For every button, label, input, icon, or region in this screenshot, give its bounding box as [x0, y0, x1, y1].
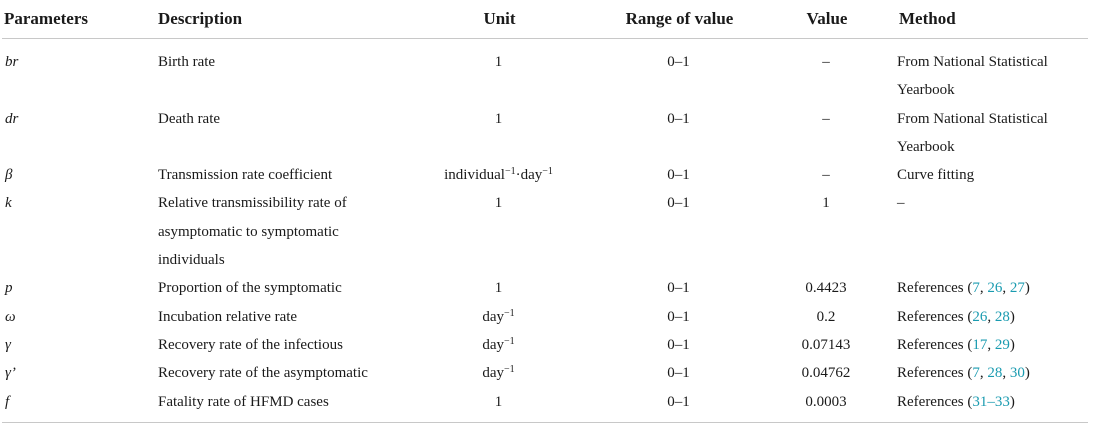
param-cell: γ: [5, 336, 11, 353]
reference-link[interactable]: 29: [994, 336, 1010, 353]
param-cell: β: [5, 167, 13, 184]
reference-link[interactable]: 7: [972, 280, 980, 297]
param-cell: br: [5, 54, 19, 70]
unit-cell: 1: [494, 54, 503, 70]
description-cell: Incubation relative rate: [158, 308, 298, 325]
unit-cell: day−1: [482, 307, 515, 325]
reference-link[interactable]: 26: [987, 280, 1003, 297]
value-cell: 0.2: [816, 308, 836, 325]
method-text: Curve fitting: [897, 167, 975, 184]
param-cell: k: [5, 195, 12, 212]
table-row: dr Death rate 1 0–1 – From National Statistic…: [2, 105, 1088, 162]
header-value: Value: [755, 0, 897, 39]
value-cell: 0.4423: [805, 280, 847, 297]
table-row: br Birth rate 1 0–1 – From National Statistic…: [2, 39, 1088, 105]
range-cell: 0–1: [667, 308, 690, 325]
range-cell: 0–1: [667, 336, 690, 353]
range-cell: 0–1: [667, 110, 690, 127]
reference-link[interactable]: 28: [994, 308, 1010, 325]
description-cell: Relative transmissibility rate of asympt…: [158, 195, 347, 269]
unit-cell: day−1: [482, 335, 515, 353]
reference-link[interactable]: 7: [972, 365, 980, 382]
description-cell: Recovery rate of the infectious: [158, 336, 343, 353]
method-text: References: [897, 393, 964, 410]
param-cell: dr: [5, 110, 19, 127]
header-unit: Unit: [395, 0, 602, 39]
header-description: Description: [152, 0, 395, 39]
unit-cell: 1: [494, 195, 503, 212]
method-cell: References (7, 26, 27): [897, 280, 1030, 297]
header-parameters: Parameters: [2, 0, 152, 39]
description-cell: Proportion of the symptomatic: [158, 280, 342, 297]
reference-link[interactable]: 30: [1009, 365, 1025, 382]
method-cell: References (31–33): [897, 387, 1088, 423]
method-cell: Curve fitting: [897, 161, 1088, 189]
value-cell: –: [822, 167, 830, 184]
method-text: –: [897, 195, 905, 212]
header-range: Range of value: [602, 0, 755, 39]
range-cell: 0–1: [667, 195, 690, 212]
value-cell: –: [822, 110, 830, 127]
method-cell: References (17, 29): [897, 336, 1015, 353]
method-cell: From National Statistical Yearbook: [897, 105, 1088, 162]
value-cell: 0.0003: [755, 387, 897, 423]
method-text: References: [897, 308, 964, 325]
param-cell: p: [5, 280, 13, 297]
description-cell: Fatality rate of HFMD cases: [152, 387, 395, 423]
unit-cell: 1: [494, 280, 503, 297]
param-cell: γ’: [5, 365, 16, 382]
reference-link[interactable]: 27: [1009, 280, 1025, 297]
range-cell: 0–1: [667, 280, 690, 297]
range-cell: 0–1: [602, 387, 755, 423]
reference-link[interactable]: 28: [987, 365, 1003, 382]
method-text: References: [897, 280, 964, 297]
table-row: γ Recovery rate of the infectious day−1 0–1…: [2, 331, 1088, 359]
value-cell: –: [822, 54, 830, 70]
table-row: ω Incubation relative rate day−1 0–1 0.2 Refe…: [2, 303, 1088, 331]
method-cell: References (7, 28, 30): [897, 365, 1030, 382]
table-row: β Transmission rate coefficient individual…: [2, 161, 1088, 189]
range-cell: 0–1: [667, 54, 690, 70]
description-cell: Transmission rate coefficient: [158, 167, 333, 184]
table-header-row: Parameters Description Unit Range of val…: [2, 0, 1088, 39]
header-method: Method: [897, 0, 1088, 39]
range-cell: 0–1: [667, 167, 690, 184]
method-text: References: [897, 336, 964, 353]
reference-link[interactable]: 31–33: [972, 393, 1010, 410]
range-cell: 0–1: [667, 365, 690, 382]
unit-cell: 1: [494, 110, 503, 127]
table-row: γ’ Recovery rate of the asymptomatic day−1…: [2, 359, 1088, 387]
description-cell: Recovery rate of the asymptomatic: [158, 365, 368, 382]
method-text: From National Statistical Yearbook: [897, 110, 1048, 155]
reference-link[interactable]: 26: [972, 308, 988, 325]
param-cell: f: [2, 387, 152, 423]
method-cell: –: [897, 189, 1088, 274]
method-cell: From National Statistical Yearbook: [897, 39, 1088, 105]
method-text: References: [897, 365, 964, 382]
value-cell: 1: [822, 195, 830, 212]
table-body: br Birth rate 1 0–1– From National Statistic…: [2, 39, 1088, 423]
unit-cell: 1: [395, 387, 602, 423]
value-cell: 0.07143: [801, 336, 851, 353]
parameter-table: Parameters Description Unit Range of val…: [2, 0, 1088, 423]
table-row: f Fatality rate of HFMD cases 1 0–1 0.0003 Re…: [2, 387, 1088, 423]
table-row: p Proportion of the symptomatic 1 0–1 0.4423…: [2, 274, 1088, 302]
unit-cell: day−1: [482, 364, 515, 382]
table-row: k Relative transmissibility rate of asymp…: [2, 189, 1088, 274]
param-cell: ω: [5, 308, 16, 325]
method-cell: References (26, 28): [897, 308, 1015, 325]
description-cell: Birth rate: [158, 54, 216, 70]
unit-cell: individual−1·day−1: [444, 166, 553, 184]
description-cell: Death rate: [158, 110, 221, 127]
reference-link[interactable]: 17: [972, 336, 988, 353]
method-text: From National Statistical Yearbook: [897, 54, 1048, 99]
value-cell: 0.04762: [801, 365, 851, 382]
